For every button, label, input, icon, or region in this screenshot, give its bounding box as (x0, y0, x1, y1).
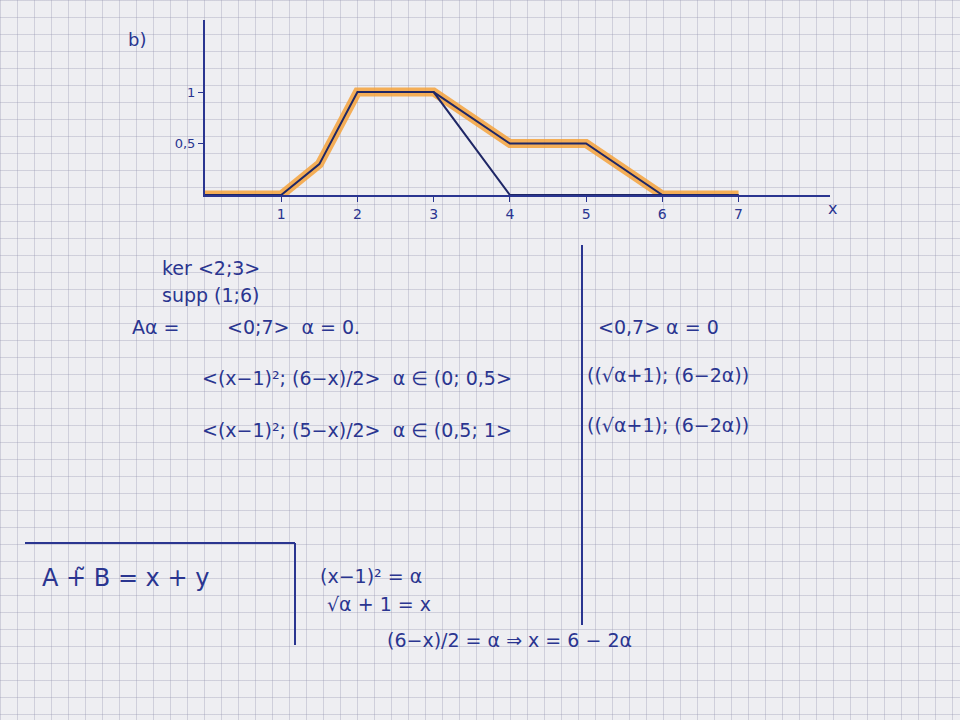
svg-text:<(x−1)²; (5−x)/2> α ∈ (0,5; 1: <(x−1)²; (5−x)/2> α ∈ (0,5; 1> (202, 419, 512, 441)
svg-text:0,5: 0,5 (175, 136, 196, 151)
svg-text:√α + 1 = x: √α + 1 = x (327, 593, 431, 615)
svg-text:b): b) (128, 29, 146, 50)
svg-text:7: 7 (734, 206, 743, 222)
svg-text:3: 3 (429, 206, 438, 222)
svg-text:<0,7> α = 0: <0,7> α = 0 (598, 316, 719, 338)
svg-text:1: 1 (187, 85, 195, 100)
svg-text:(x−1)² = α: (x−1)² = α (320, 565, 422, 587)
svg-text:<0;7> α = 0.: <0;7> α = 0. (227, 316, 360, 338)
svg-text:6: 6 (658, 206, 667, 222)
svg-text:ker <2;3>: ker <2;3> (162, 257, 260, 279)
svg-text:Aα =: Aα = (132, 316, 179, 338)
svg-text:supp (1;6): supp (1;6) (162, 284, 260, 306)
svg-text:2: 2 (353, 206, 362, 222)
svg-text:A +̃ B = x + y: A +̃ B = x + y (42, 564, 209, 592)
svg-text:((√α+1); (6−2α)): ((√α+1); (6−2α)) (587, 364, 749, 386)
svg-text:((√α+1); (6−2α)): ((√α+1); (6−2α)) (587, 414, 749, 436)
svg-text:4: 4 (505, 206, 514, 222)
svg-text:x: x (828, 199, 837, 218)
svg-text:1: 1 (277, 206, 286, 222)
svg-text:(6−x)/2 = α ⇒ x = 6 − 2α: (6−x)/2 = α ⇒ x = 6 − 2α (387, 629, 632, 651)
svg-text:5: 5 (582, 206, 591, 222)
svg-text:<(x−1)²; (6−x)/2> α ∈ (0; 0,5: <(x−1)²; (6−x)/2> α ∈ (0; 0,5> (202, 367, 512, 389)
